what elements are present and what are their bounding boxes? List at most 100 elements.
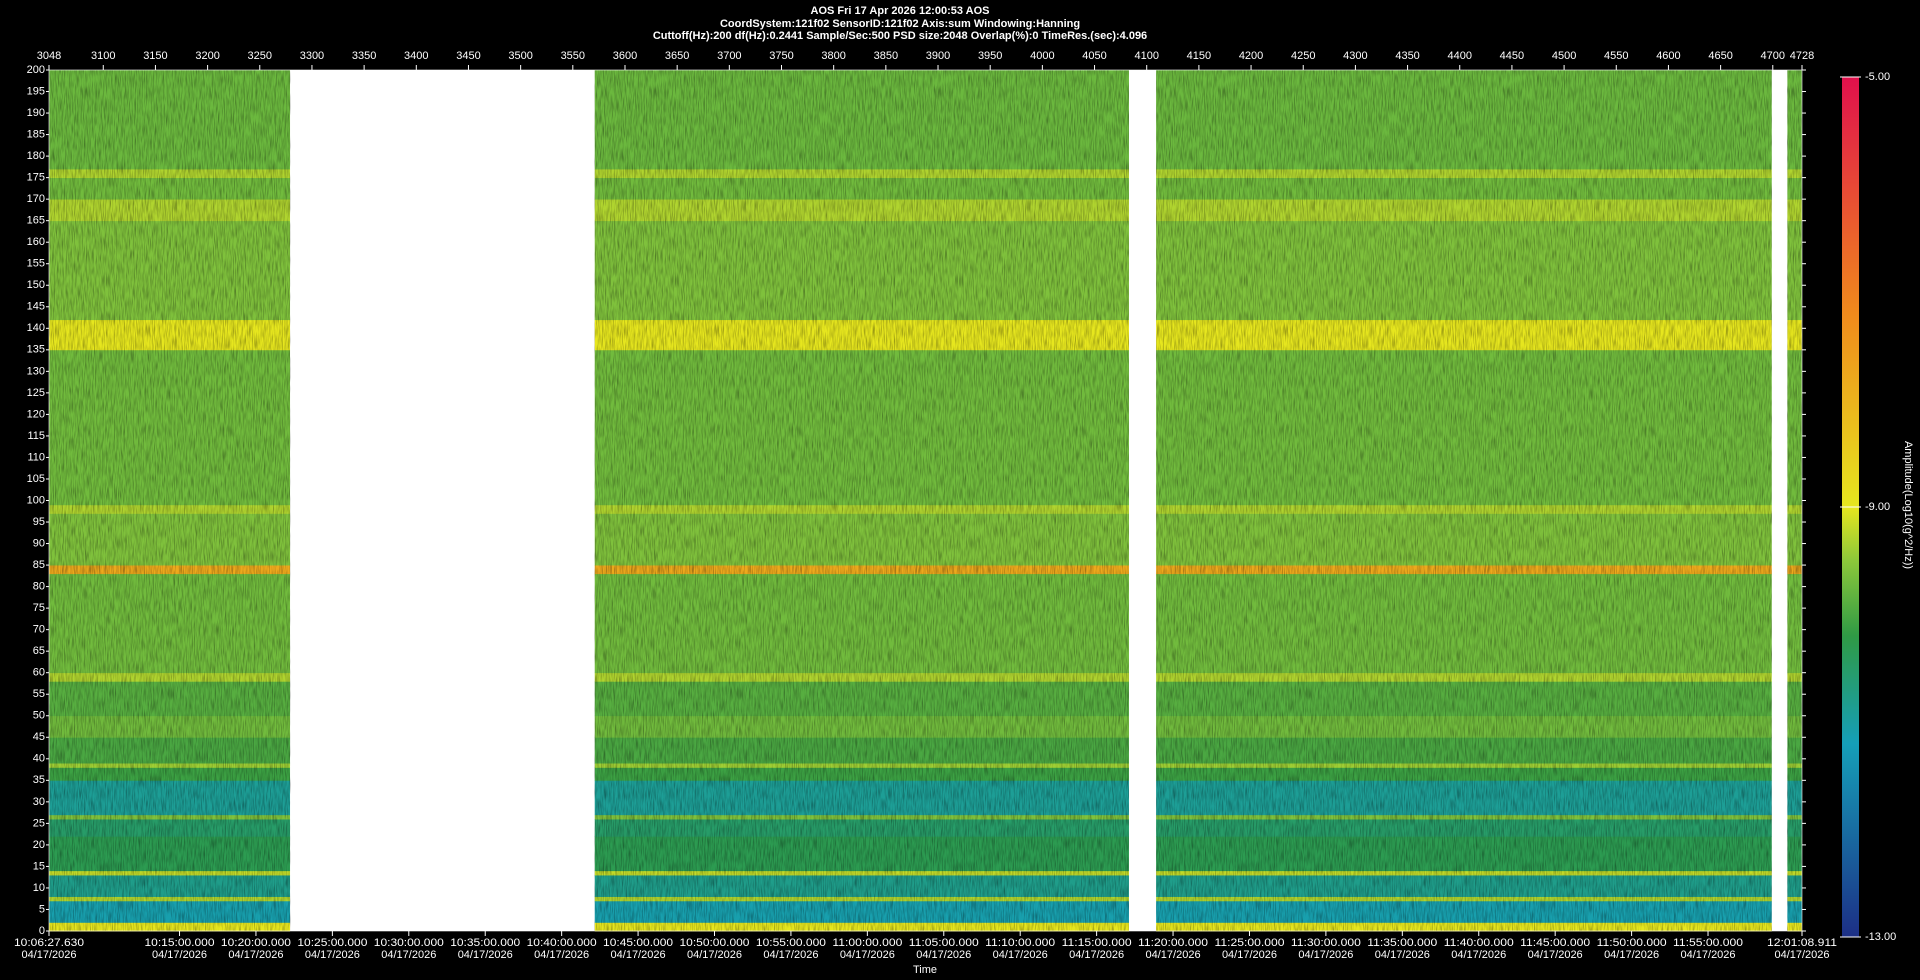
x-tick-label: 3200	[195, 50, 219, 62]
y-tick-label: 170	[27, 193, 45, 205]
x-tick-label: 3900	[926, 50, 950, 62]
y-tick-label: 65	[33, 645, 45, 657]
x2-tick-date: 04/17/2026	[687, 949, 742, 961]
x-tick-label: 3750	[769, 50, 793, 62]
x2-tick-date: 04/17/2026	[1298, 949, 1353, 961]
x2-tick-date: 04/17/2026	[534, 949, 589, 961]
x-axis-label: Time	[913, 964, 937, 976]
x-tick-label: 3100	[91, 50, 115, 62]
y-tick-label: 10	[33, 882, 45, 894]
y-tick-label: 85	[33, 559, 45, 571]
y-tick-label: 150	[27, 279, 45, 291]
segment	[1787, 70, 1802, 932]
x-tick-label: 3500	[508, 50, 532, 62]
plot-frame	[48, 69, 1803, 932]
x-tick-label: 3800	[821, 50, 845, 62]
colorbar-label: Amplitude(Log10(g^2/Hz))	[1902, 441, 1914, 569]
x2-tick-label: 11:20:00.000	[1138, 937, 1208, 949]
x2-tick-label: 11:55:00.000	[1673, 937, 1743, 949]
x-tick-label: 4550	[1604, 50, 1628, 62]
y-tick-label: 100	[27, 494, 45, 506]
x2-tick-label: 10:06:27.630	[14, 937, 84, 949]
x-tick-label: 3150	[143, 50, 167, 62]
y-tick-label: 135	[27, 344, 45, 356]
x-tick-label: 4050	[1082, 50, 1106, 62]
x-tick-label: 4200	[1239, 50, 1263, 62]
x2-tick-date: 04/17/2026	[840, 949, 895, 961]
y-tick-label: 80	[33, 581, 45, 593]
y-tick-label: 120	[27, 408, 45, 420]
y-tick-label: 45	[33, 731, 45, 743]
chart-title: AOS Fri 17 Apr 2026 12:00:53 AOS	[811, 5, 990, 17]
x2-tick-date: 04/17/2026	[1604, 949, 1659, 961]
x2-tick-label: 11:05:00.000	[909, 937, 979, 949]
x-tick-label: 3700	[717, 50, 741, 62]
texture	[1787, 70, 1802, 931]
y-tick-label: 0	[39, 925, 45, 937]
x2-tick-date: 04/17/2026	[993, 949, 1048, 961]
y-tick-label: 140	[27, 322, 45, 334]
x-tick-label: 4450	[1500, 50, 1524, 62]
x-tick-label: 4150	[1187, 50, 1211, 62]
x-tick-label: 4728	[1790, 50, 1814, 62]
x-tick-label: 3850	[874, 50, 898, 62]
x-tick-label: 3350	[352, 50, 376, 62]
segment	[594, 70, 1129, 932]
y-tick-label: 165	[27, 215, 45, 227]
y-tick-label: 25	[33, 817, 45, 829]
y-tick-label: 185	[27, 128, 45, 140]
texture	[49, 70, 291, 931]
x-tick-label: 3550	[561, 50, 585, 62]
y-tick-label: 75	[33, 602, 45, 614]
x2-tick-label: 11:35:00.000	[1367, 937, 1437, 949]
x2-tick-label: 10:40:00.000	[527, 937, 597, 949]
x-tick-label: 3650	[665, 50, 689, 62]
x-tick-label: 3950	[978, 50, 1002, 62]
y-tick-label: 90	[33, 537, 45, 549]
y-tick-label: 20	[33, 839, 45, 851]
x2-tick-label: 11:10:00.000	[985, 937, 1055, 949]
segment	[1156, 70, 1772, 932]
y-tick-label: 195	[27, 85, 45, 97]
x2-tick-date: 04/17/2026	[1222, 949, 1277, 961]
x-tick-label: 4300	[1343, 50, 1367, 62]
x2-tick-label: 11:40:00.000	[1444, 937, 1514, 949]
colorbar-tick-label: -9.00	[1865, 501, 1890, 513]
x2-tick-date: 04/17/2026	[1774, 949, 1829, 961]
texture	[1156, 70, 1772, 931]
y-tick-label: 30	[33, 796, 45, 808]
y-tick-label: 95	[33, 516, 45, 528]
x-tick-label: 4100	[1134, 50, 1158, 62]
x2-tick-date: 04/17/2026	[305, 949, 360, 961]
colorbar-tick-label: -13.00	[1865, 931, 1896, 943]
x2-tick-label: 10:15:00.000	[145, 937, 215, 949]
y-tick-label: 200	[27, 64, 45, 76]
x2-tick-label: 10:20:00.000	[221, 937, 291, 949]
y-tick-label: 110	[27, 451, 45, 463]
x2-tick-date: 04/17/2026	[1451, 949, 1506, 961]
x2-tick-date: 04/17/2026	[228, 949, 283, 961]
y-tick-label: 155	[27, 258, 45, 270]
x-tick-label: 4350	[1395, 50, 1419, 62]
y-tick-label: 190	[27, 107, 45, 119]
x-tick-label: 4250	[1291, 50, 1315, 62]
x-tick-label: 3048	[37, 50, 61, 62]
x-tick-label: 3450	[456, 50, 480, 62]
y-tick-label: 35	[33, 774, 45, 786]
x2-tick-label: 11:00:00.000	[832, 937, 902, 949]
x2-tick-date: 04/17/2026	[611, 949, 666, 961]
x-tick-label: 4000	[1030, 50, 1054, 62]
x-tick-label: 4600	[1656, 50, 1680, 62]
x2-tick-label: 11:45:00.000	[1520, 937, 1590, 949]
x2-tick-date: 04/17/2026	[1375, 949, 1430, 961]
x2-tick-label: 11:30:00.000	[1291, 937, 1361, 949]
x2-tick-label: 10:35:00.000	[450, 937, 520, 949]
x2-tick-date: 04/17/2026	[1680, 949, 1735, 961]
x-tick-label: 4500	[1552, 50, 1576, 62]
x2-tick-label: 11:50:00.000	[1597, 937, 1667, 949]
x-tick-label: 4650	[1708, 50, 1732, 62]
segment	[49, 70, 291, 932]
x2-tick-label: 10:55:00.000	[756, 937, 826, 949]
x-tick-label: 4700	[1761, 50, 1785, 62]
